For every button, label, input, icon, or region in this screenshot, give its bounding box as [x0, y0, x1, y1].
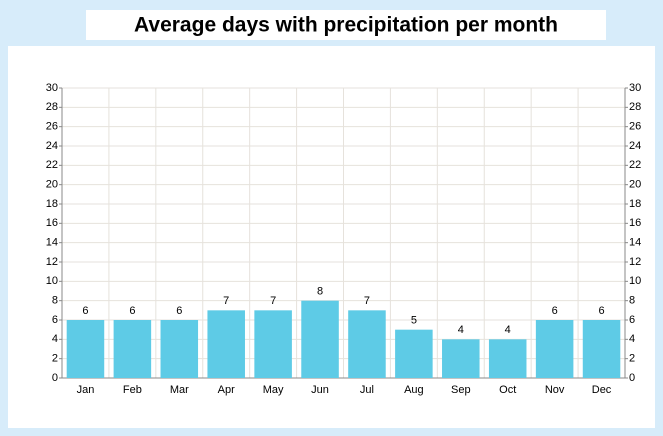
bar [488, 339, 527, 378]
y-tick-label: 6 [52, 314, 58, 326]
value-label: 6 [552, 305, 558, 317]
x-tick-label: Sep [451, 384, 471, 396]
y2-tick-label: 26 [629, 121, 641, 133]
y2-tick-label: 30 [629, 82, 641, 94]
value-label: 4 [505, 324, 511, 336]
bar [442, 339, 480, 378]
y-tick-label: 4 [52, 333, 58, 345]
bar [160, 320, 199, 378]
y2-tick-label: 24 [629, 140, 641, 152]
chart-title: Average days with precipitation per mont… [134, 14, 558, 37]
x-tick-label: May [263, 384, 284, 396]
value-label: 8 [317, 286, 323, 298]
y-tick-label: 10 [46, 275, 58, 287]
bar [66, 320, 105, 378]
y2-tick-label: 4 [629, 333, 635, 345]
x-tick-label: Jul [360, 384, 374, 396]
y-tick-label: 2 [52, 353, 58, 365]
value-label: 7 [364, 295, 370, 307]
x-tick-label: Oct [499, 384, 516, 396]
bar [113, 320, 152, 378]
y2-tick-label: 8 [629, 295, 635, 307]
x-tick-label: Aug [404, 384, 424, 396]
value-label: 7 [223, 295, 229, 307]
y2-tick-label: 14 [629, 237, 641, 249]
y-tick-label: 0 [52, 372, 58, 384]
y-tick-label: 20 [46, 179, 58, 191]
value-label: 5 [411, 315, 417, 327]
y-tick-label: 18 [46, 198, 58, 210]
x-tick-label: Jun [311, 384, 329, 396]
y2-tick-label: 16 [629, 217, 641, 229]
title-box [86, 10, 606, 40]
y2-tick-label: 2 [629, 353, 635, 365]
y-tick-label: 22 [46, 159, 58, 171]
bar [254, 310, 292, 378]
y2-tick-label: 22 [629, 159, 641, 171]
bar [582, 320, 621, 378]
y2-tick-label: 18 [629, 198, 641, 210]
x-tick-label: Dec [592, 384, 612, 396]
y-tick-label: 30 [46, 82, 58, 94]
x-tick-label: Mar [170, 384, 189, 396]
y-tick-label: 16 [46, 217, 58, 229]
y2-tick-label: 28 [629, 101, 641, 113]
x-tick-label: Nov [545, 384, 565, 396]
value-label: 6 [129, 305, 135, 317]
x-tick-label: Jan [77, 384, 95, 396]
value-label: 6 [82, 305, 88, 317]
y-tick-label: 14 [46, 237, 58, 249]
bar [348, 310, 386, 378]
value-label: 6 [598, 305, 604, 317]
y2-tick-label: 0 [629, 372, 635, 384]
bar [207, 310, 245, 378]
y2-tick-label: 12 [629, 256, 641, 268]
y2-tick-label: 10 [629, 275, 641, 287]
value-label: 4 [458, 324, 464, 336]
y-tick-label: 26 [46, 121, 58, 133]
bar [301, 300, 339, 378]
value-label: 7 [270, 295, 276, 307]
x-tick-label: Feb [123, 384, 142, 396]
y-tick-label: 8 [52, 295, 58, 307]
bar [395, 329, 433, 378]
y2-tick-label: 20 [629, 179, 641, 191]
bar [535, 320, 574, 378]
x-tick-label: Apr [218, 384, 235, 396]
value-label: 6 [176, 305, 182, 317]
y-tick-label: 12 [46, 256, 58, 268]
y2-tick-label: 6 [629, 314, 635, 326]
y-tick-label: 28 [46, 101, 58, 113]
y-tick-label: 24 [46, 140, 58, 152]
